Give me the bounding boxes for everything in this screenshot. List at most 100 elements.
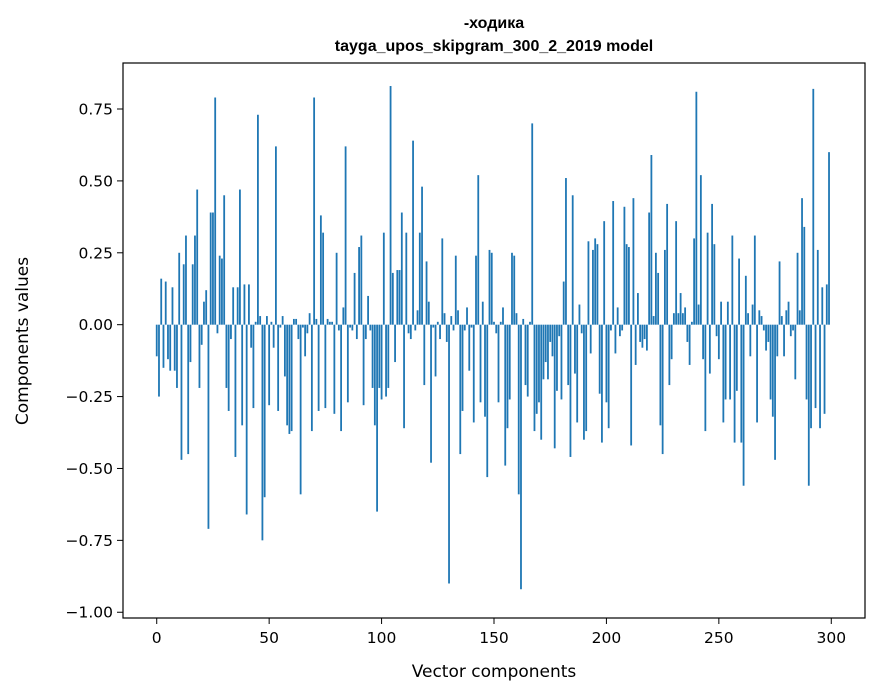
bar-172 <box>542 324 545 380</box>
bar-290 <box>807 324 810 486</box>
bar-244 <box>704 324 707 432</box>
y-tick-label: −0.25 <box>66 388 114 406</box>
bar-151 <box>495 324 498 334</box>
bar-265 <box>751 304 754 325</box>
bar-97 <box>373 324 376 426</box>
bar-176 <box>551 324 554 357</box>
bar-289 <box>805 324 808 400</box>
bar-61 <box>292 318 295 325</box>
bar-235 <box>684 307 687 325</box>
bar-286 <box>798 310 801 325</box>
bar-239 <box>693 238 696 325</box>
bar-104 <box>389 86 392 325</box>
bar-1 <box>158 324 160 397</box>
bar-16 <box>191 264 194 325</box>
bar-63 <box>297 324 300 340</box>
bar-225 <box>661 324 664 455</box>
bar-164 <box>524 324 527 386</box>
bar-117 <box>418 232 421 325</box>
bar-34 <box>232 287 235 325</box>
bar-252 <box>722 324 725 423</box>
bar-67 <box>306 324 309 334</box>
bar-89 <box>355 324 358 340</box>
bar-82 <box>340 324 342 432</box>
bar-65 <box>301 324 304 328</box>
bar-0 <box>155 324 158 357</box>
bar-2 <box>160 278 163 325</box>
bar-218 <box>646 324 648 351</box>
bar-219 <box>648 212 651 325</box>
bar-226 <box>663 249 666 325</box>
bar-7 <box>171 287 174 325</box>
y-axis-label: Components values <box>13 257 33 425</box>
bar-98 <box>376 324 378 512</box>
bar-77 <box>328 321 331 325</box>
bar-88 <box>353 272 356 325</box>
bar-20 <box>200 324 203 345</box>
y-tick-label: −0.50 <box>66 460 114 478</box>
bar-138 <box>466 307 468 325</box>
bar-160 <box>515 313 518 325</box>
bar-283 <box>792 324 794 331</box>
bar-266 <box>753 235 756 325</box>
bar-282 <box>789 324 792 337</box>
bar-106 <box>394 324 396 363</box>
bar-215 <box>639 324 642 342</box>
bar-278 <box>780 316 783 325</box>
bar-27 <box>216 324 219 334</box>
bar-214 <box>637 293 639 325</box>
bar-111 <box>405 232 408 325</box>
bar-109 <box>400 212 403 325</box>
bar-62 <box>295 318 298 325</box>
bar-35 <box>234 324 237 457</box>
bar-232 <box>677 313 680 325</box>
bar-47 <box>261 324 264 541</box>
bar-40 <box>245 324 248 515</box>
bar-136 <box>461 324 464 411</box>
bar-293 <box>814 324 817 409</box>
chart-subtitle: tayga_upos_skipgram_300_2_2019 model <box>335 38 653 55</box>
bar-261 <box>742 324 745 486</box>
bar-264 <box>749 324 752 357</box>
bar-29 <box>221 258 223 325</box>
bar-129 <box>445 324 448 342</box>
bar-153 <box>499 321 502 325</box>
bar-59 <box>288 324 291 434</box>
bar-3 <box>162 324 165 368</box>
bar-32 <box>227 324 230 411</box>
bar-145 <box>481 301 484 325</box>
bar-120 <box>425 261 428 325</box>
bar-96 <box>371 324 374 388</box>
bar-108 <box>398 270 401 325</box>
bar-113 <box>409 324 412 340</box>
bar-42 <box>250 324 253 348</box>
bar-4 <box>164 281 167 325</box>
bar-90 <box>358 247 360 325</box>
bar-85 <box>346 324 349 403</box>
bar-81 <box>337 324 340 331</box>
bar-284 <box>794 324 797 380</box>
bar-175 <box>549 324 552 342</box>
bar-162 <box>520 324 522 590</box>
bar-26 <box>214 97 217 325</box>
bar-221 <box>652 316 655 325</box>
bar-167 <box>531 123 534 325</box>
bar-118 <box>421 186 423 325</box>
bar-275 <box>774 324 776 460</box>
bar-102 <box>385 324 387 397</box>
bar-188 <box>578 304 581 325</box>
bar-60 <box>290 324 293 432</box>
bar-220 <box>650 155 653 325</box>
bar-181 <box>562 281 565 325</box>
bar-21 <box>203 301 205 325</box>
bar-206 <box>619 324 621 337</box>
bar-110 <box>403 324 405 429</box>
bar-192 <box>587 241 590 325</box>
y-tick-label: 0.25 <box>78 244 113 262</box>
bar-131 <box>450 316 453 325</box>
bar-36 <box>236 287 239 325</box>
bar-133 <box>454 255 457 325</box>
bar-224 <box>659 324 662 426</box>
bar-12 <box>182 264 185 325</box>
bar-212 <box>632 198 635 325</box>
